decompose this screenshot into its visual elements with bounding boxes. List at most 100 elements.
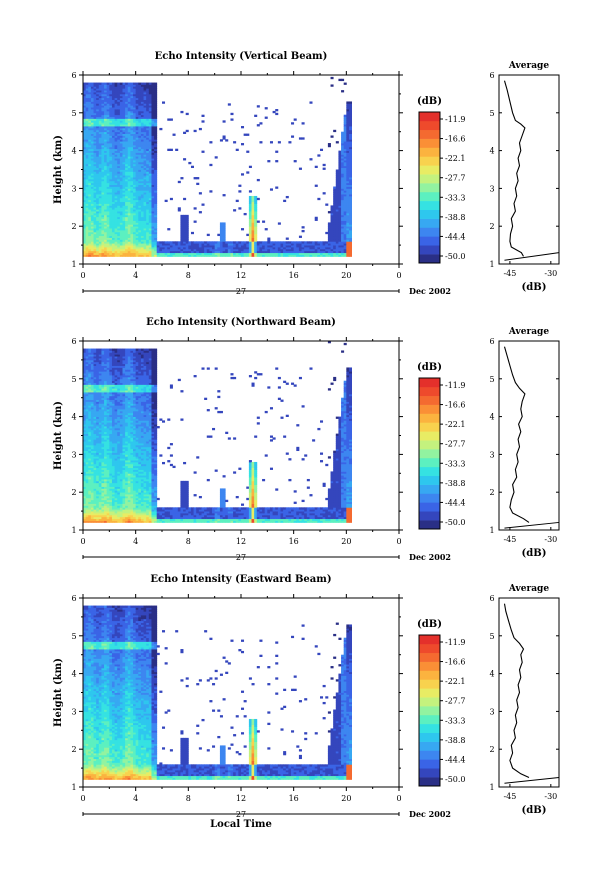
heatmap-cell <box>151 83 154 85</box>
heatmap-cell <box>170 198 173 200</box>
heatmap-cell <box>225 139 228 141</box>
heatmap-cell <box>315 217 318 219</box>
heatmap-cell <box>149 83 152 85</box>
average-y-tick-label: 6 <box>489 71 494 80</box>
heatmap-cell <box>167 241 170 243</box>
heatmap-cell <box>265 117 268 119</box>
colorbar-tick-label: -27.7 <box>445 174 466 183</box>
heatmap-cell <box>196 241 199 243</box>
heatmap-cell <box>175 241 178 243</box>
heatmap-cell <box>199 128 202 130</box>
heatmap-cell <box>217 234 220 236</box>
heatmap-cell <box>267 238 270 240</box>
heatmap-cell <box>170 149 173 151</box>
heatmap-cell <box>215 156 218 158</box>
average-title: Average <box>508 61 549 71</box>
heatmap-cell <box>259 241 262 243</box>
heatmap-cell <box>323 241 326 243</box>
average-y-tick-label: 3 <box>489 184 494 193</box>
colorbar-tick-label: -11.9 <box>445 115 466 124</box>
heatmap-cell <box>173 134 176 136</box>
heatmap-cell <box>246 234 249 236</box>
heatmap-cell <box>315 241 318 243</box>
average-x-label: (dB) <box>522 282 547 293</box>
heatmap-cell <box>296 241 299 243</box>
colorbar-segment <box>419 192 440 201</box>
colorbar-unit: (dB) <box>417 96 442 107</box>
heatmap-cell <box>273 111 276 113</box>
heatmap-cell <box>86 349 89 351</box>
heatmap-cell <box>259 122 262 124</box>
heatmap-cell <box>165 241 168 243</box>
colorbar-segment <box>419 210 440 219</box>
colorbar-segment <box>419 245 440 254</box>
heatmap-cell <box>320 149 323 151</box>
colorbar-0: (dB)-11.9-16.6-22.1-27.7-33.3-38.8-44.4-… <box>417 96 465 263</box>
heatmap-cell <box>317 198 320 200</box>
heatmap-cell <box>167 118 170 120</box>
heatmap-cell <box>309 241 312 243</box>
colorbar-segment <box>419 236 440 245</box>
y-tick-label: 4 <box>71 147 76 156</box>
heatmap-cell <box>299 241 302 243</box>
heatmap-cell <box>233 209 236 211</box>
heatmap-cell <box>325 204 328 206</box>
heatmap-cell <box>291 241 294 243</box>
heatmap-cell <box>186 113 189 115</box>
heatmap-cell <box>162 241 165 243</box>
heatmap-cell <box>225 241 228 243</box>
average-profile-line <box>505 81 525 257</box>
heatmap-cell <box>107 83 110 85</box>
heatmap-cell <box>344 115 347 117</box>
heatmap-cell <box>223 222 226 224</box>
heatmap-cell <box>294 160 297 162</box>
heatmap-cell <box>180 177 183 179</box>
colorbar-segment <box>419 227 440 236</box>
x-tick-label: 16 <box>289 271 299 280</box>
heatmap-cell <box>275 187 278 189</box>
heatmap-cell <box>341 132 344 134</box>
heatmap-cell <box>257 221 260 223</box>
heatmap-cell <box>262 241 265 243</box>
heatmap-cell <box>101 83 104 85</box>
heatmap-cell <box>178 181 181 183</box>
heatmap-cell <box>278 241 281 243</box>
y-tick-label: 3 <box>71 184 76 193</box>
heatmap-cell <box>304 241 307 243</box>
colorbar-segment <box>419 139 440 148</box>
heatmap-cell <box>257 124 260 126</box>
heatmap-cell <box>223 120 226 122</box>
heatmap-cell <box>246 171 249 173</box>
heatmap-cell <box>123 83 126 85</box>
colorbar-segment <box>419 130 440 139</box>
average-frame <box>499 75 559 264</box>
heatmap-cell <box>302 230 305 232</box>
heatmap-cell <box>275 113 278 115</box>
heatmap-cell <box>188 162 191 164</box>
heatmap-cell <box>115 83 118 85</box>
heatmap-cell <box>302 226 305 228</box>
heatmap-cell <box>341 79 344 81</box>
heatmap-cell <box>194 177 197 179</box>
colorbar-segment <box>419 156 440 165</box>
heatmap-cell <box>128 83 131 85</box>
heatmap-cell <box>209 241 212 243</box>
heatmap-cell <box>88 349 91 351</box>
heatmap-cell <box>202 204 205 206</box>
heatmap-cell <box>331 84 334 86</box>
heatmap-cell <box>183 158 186 160</box>
heatmap-cell <box>320 241 323 243</box>
x-tick-label: 4 <box>133 271 138 280</box>
heatmap-cell <box>191 166 194 168</box>
x-tick-label: 8 <box>186 271 191 280</box>
heatmap-cell <box>109 83 112 85</box>
heatmap-cell <box>228 103 231 105</box>
heatmap-cell <box>246 241 249 243</box>
heatmap-cell <box>265 241 268 243</box>
heatmap-cell <box>183 198 186 200</box>
heatmap-cell <box>331 77 334 79</box>
heatmap-cell <box>91 83 94 85</box>
heatmap-cell <box>194 241 197 243</box>
heatmap-cell <box>317 241 320 243</box>
heatmap-cell <box>175 149 178 151</box>
